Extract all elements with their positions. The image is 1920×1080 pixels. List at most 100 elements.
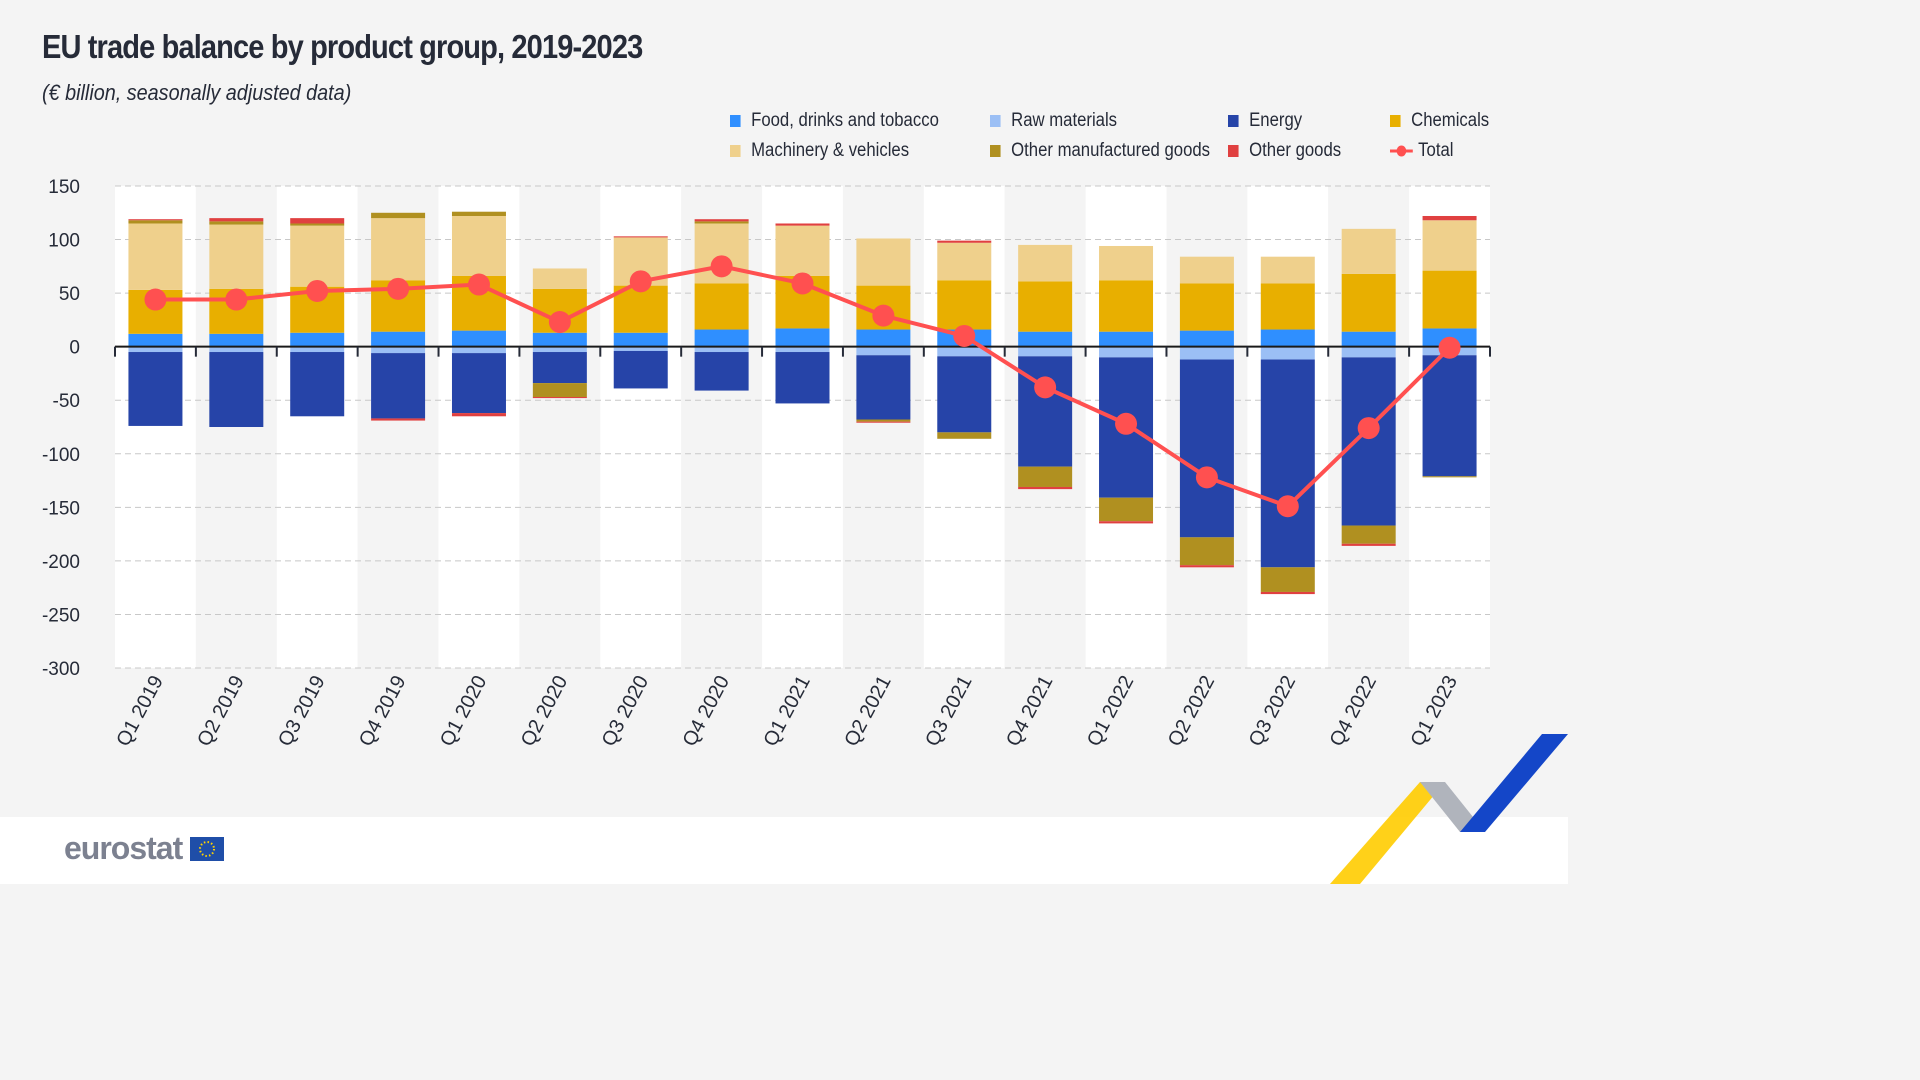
bar-segment	[209, 352, 264, 427]
bar-segment	[290, 346, 345, 353]
total-point	[548, 311, 571, 334]
x-tick-label: Q3 2019	[274, 672, 329, 750]
chart-subtitle: (€ billion, seasonally adjusted data)	[42, 80, 352, 105]
y-tick-label: -300	[42, 659, 80, 680]
bar-segment	[1341, 346, 1396, 358]
bar-segment	[1099, 346, 1154, 358]
bar-segment	[775, 346, 830, 353]
legend-label: Energy	[1249, 110, 1303, 131]
bar-segment	[1018, 331, 1073, 347]
x-tick-label: Q1 2019	[112, 672, 167, 750]
bar-segment	[694, 346, 749, 353]
bar-segment	[128, 346, 183, 353]
total-point	[1115, 412, 1138, 435]
bar-segment	[1260, 329, 1315, 347]
bar-segment	[209, 221, 264, 225]
y-tick-label: 0	[69, 338, 80, 359]
x-tick-label: Q2 2021	[840, 672, 895, 750]
total-point	[306, 279, 329, 302]
decorative-ribbon-icon	[1330, 734, 1568, 884]
bar-segment	[1179, 346, 1234, 360]
bar-segment	[128, 223, 183, 290]
bar-segment	[371, 353, 426, 419]
legend-label: Machinery & vehicles	[751, 140, 910, 161]
bar-segment	[1341, 525, 1396, 544]
x-tick-label: Q4 2020	[679, 672, 734, 750]
bar-segment	[1260, 567, 1315, 592]
bar-segment	[937, 240, 992, 243]
logo-text: eurostat	[64, 830, 183, 866]
bar-segment	[1179, 330, 1234, 347]
bar-segment	[1179, 537, 1234, 566]
x-tick-label: Q2 2022	[1164, 672, 1219, 750]
bar-segment	[209, 224, 264, 289]
legend-label: Food, drinks and tobacco	[751, 110, 939, 131]
legend-swatch-icon	[1228, 144, 1239, 157]
y-tick-label: -100	[42, 445, 80, 466]
bar-segment	[451, 330, 506, 347]
chart-title: EU trade balance by product group, 2019-…	[42, 28, 643, 65]
bar-segment	[1018, 486, 1073, 490]
legend-swatch-icon	[1228, 114, 1239, 127]
legend-item: Raw materials	[990, 110, 1117, 132]
y-tick-label: 100	[48, 231, 80, 252]
bar-segment	[290, 332, 345, 347]
bar-segment	[1018, 244, 1073, 282]
bar-segment	[290, 225, 345, 287]
bar-segment	[856, 419, 911, 422]
legend-item: Energy	[1228, 110, 1302, 132]
bar-segment	[532, 346, 587, 353]
eu-flag-icon	[190, 837, 225, 861]
bar-segment	[1260, 359, 1315, 568]
bar-segment	[451, 215, 506, 276]
bar-segment	[128, 352, 183, 426]
bar-segment	[613, 350, 668, 389]
bar-segment	[775, 223, 830, 226]
legend-item: Machinery & vehicles	[730, 140, 909, 162]
bar-segment	[1099, 521, 1154, 524]
x-tick-label: Q4 2022	[1326, 672, 1381, 750]
bar-segment	[532, 268, 587, 289]
legend-label: Other goods	[1249, 140, 1342, 161]
bar-segment	[1422, 215, 1477, 221]
bar-segment	[613, 285, 668, 333]
chart: 150 100 50 0 -50 -100 -150 -200 -250 -300 Q1 2019 Q…	[42, 177, 1491, 750]
total-point	[1276, 495, 1299, 518]
bar-segment	[856, 355, 911, 420]
total-point	[387, 277, 410, 300]
legend-label: Chemicals	[1411, 110, 1490, 131]
total-point	[1438, 336, 1461, 359]
bar-segment	[694, 283, 749, 330]
bar-segment	[371, 418, 426, 421]
legend-swatch-icon	[990, 144, 1001, 157]
bar-segment	[1341, 543, 1396, 546]
bar-segment	[1422, 220, 1477, 271]
x-tick-label: Q2 2019	[193, 672, 248, 750]
legend-item: Food, drinks and tobacco	[730, 110, 939, 132]
y-tick-label: -50	[53, 391, 80, 412]
bar-segment	[532, 332, 587, 347]
eurostat-logo: eurostat	[64, 830, 225, 867]
total-point	[791, 272, 814, 295]
bar-segment	[532, 352, 587, 384]
bar-segment	[532, 383, 587, 398]
bar-segment	[209, 333, 264, 347]
footer	[0, 817, 1568, 884]
bar-segment	[209, 346, 264, 353]
x-tick-label: Q1 2022	[1083, 672, 1138, 750]
total-point	[953, 324, 976, 347]
bar-segment	[613, 332, 668, 347]
bar-segment	[1018, 356, 1073, 467]
bar-segment	[371, 331, 426, 347]
x-tick-label: Q2 2020	[517, 672, 572, 750]
bar-segment	[1099, 245, 1154, 281]
legend-swatch-icon	[730, 144, 741, 157]
bar-segment	[775, 352, 830, 404]
total-point	[1357, 417, 1380, 440]
bar-segment	[209, 218, 264, 222]
legend-item: Other goods	[1228, 140, 1341, 162]
bar-segment	[937, 346, 992, 357]
bar-segment	[1099, 331, 1154, 347]
bar-segment	[371, 346, 426, 354]
total-point	[1195, 466, 1218, 489]
